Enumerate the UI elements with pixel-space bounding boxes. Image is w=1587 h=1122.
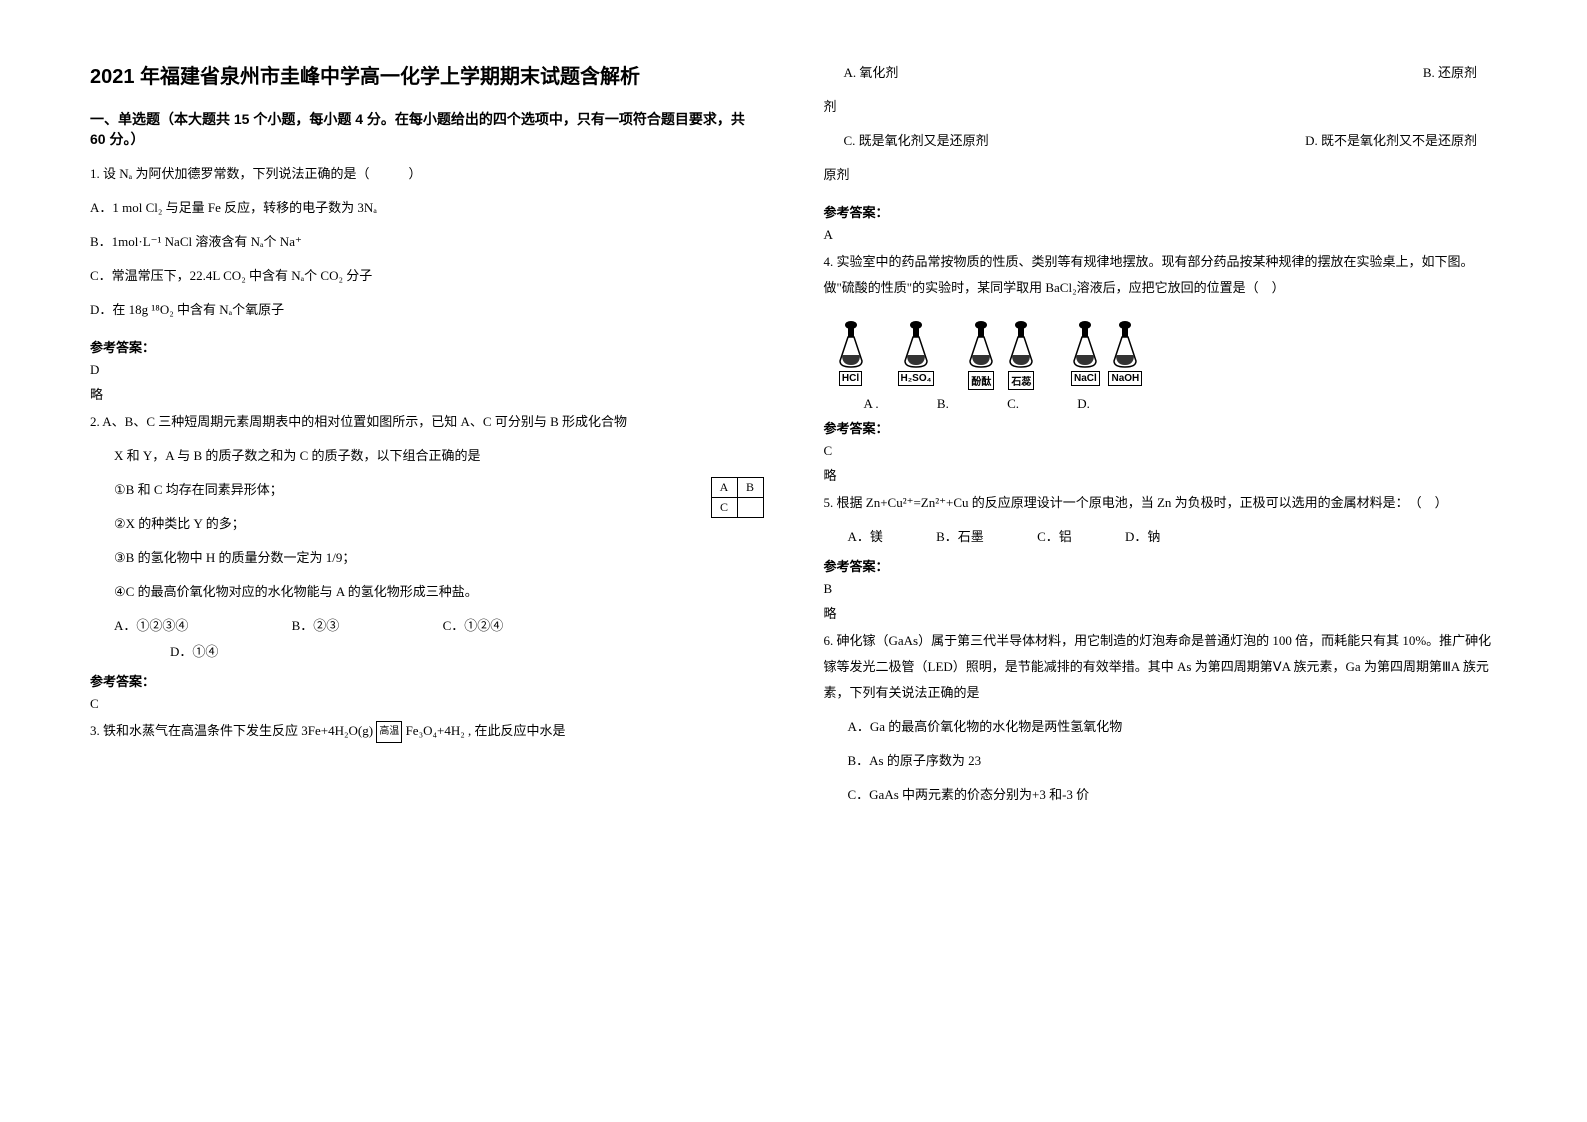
- q2-option-d: D．①④: [170, 639, 218, 665]
- q4-note: 略: [824, 465, 1498, 484]
- q3-answer-label: 参考答案：: [824, 202, 1498, 221]
- q5-options: A．镁 B．石墨 C．铝 D．钠: [824, 524, 1498, 550]
- q2-options-d: D．①④: [90, 639, 764, 665]
- bottle-label-phenol: 酚酞: [968, 371, 994, 390]
- q1-option-c: C．常温常压下，22.4L CO₂ 中含有 Nₐ个 CO₂ 分子: [90, 263, 764, 289]
- bottle-label-naoh: NaOH: [1108, 371, 1142, 386]
- q2-answer-label: 参考答案：: [90, 671, 764, 690]
- q3-stem: 3. 铁和水蒸气在高温条件下发生反应 3Fe+4H₂O(g) 高温 Fe₃O₄+…: [90, 718, 764, 744]
- bottle-phenol: 酚酞: [964, 319, 998, 390]
- q4-stem: 4. 实验室中的药品常按物质的性质、类别等有规律地摆放。现有部分药品按某种规律的…: [824, 249, 1498, 301]
- bottle-group-d: NaCl NaOH: [1068, 319, 1142, 390]
- page-container: 2021 年福建省泉州市圭峰中学高一化学上学期期末试题含解析 一、单选题（本大题…: [90, 60, 1497, 1062]
- q5-stem: 5. 根据 Zn+Cu²⁺=Zn²⁺+Cu 的反应原理设计一个原电池，当 Zn …: [824, 490, 1498, 516]
- q3-option-c: C. 既是氧化剂又是还原剂: [844, 128, 989, 154]
- q5-option-a: A．镁: [848, 524, 883, 550]
- q2-opt4: ④C 的最高价氧化物对应的水化物能与 A 的氢化物形成三种盐。: [90, 579, 764, 605]
- bottle-icon: [1108, 319, 1142, 369]
- q3-b-suffix: 剂: [824, 94, 1498, 120]
- bottle-label-h2so4: H₂SO₄: [898, 371, 935, 386]
- bottle-group-a: HCl: [834, 319, 868, 390]
- q3-stem-part2: Fe₃O₄+4H₂ , 在此反应中水是: [402, 723, 565, 738]
- q2-table-b: B: [737, 478, 763, 498]
- bottle-litmus: 石蕊: [1004, 319, 1038, 390]
- q2-answer: C: [90, 696, 764, 712]
- document-title: 2021 年福建省泉州市圭峰中学高一化学上学期期末试题含解析: [90, 60, 764, 89]
- bottle-label-litmus: 石蕊: [1008, 371, 1034, 390]
- bottle-icon: [899, 319, 933, 369]
- q4-label-a: A .: [864, 396, 879, 412]
- bottle-icon: [834, 319, 868, 369]
- q5-option-d: D．钠: [1125, 524, 1160, 550]
- q6-stem: 6. 砷化镓（GaAs）属于第三代半导体材料，用它制造的灯泡寿命是普通灯泡的 1…: [824, 628, 1498, 706]
- q1-option-b: B．1mol·L⁻¹ NaCl 溶液含有 Nₐ个 Na⁺: [90, 229, 764, 255]
- q1-answer-label: 参考答案：: [90, 337, 764, 356]
- q5-note: 略: [824, 603, 1498, 622]
- bottle-icon: [964, 319, 998, 369]
- q2-stem2: X 和 Y，A 与 B 的质子数之和为 C 的质子数，以下组合正确的是: [90, 443, 764, 469]
- q3-stem-part1: 3. 铁和水蒸气在高温条件下发生反应 3Fe+4H₂O(g): [90, 723, 376, 738]
- q4-answer: C: [824, 443, 1498, 459]
- q2-opt2: ②X 的种类比 Y 的多；: [90, 511, 764, 537]
- bottle-label-nacl: NaCl: [1071, 371, 1100, 386]
- q4-label-c: C.: [1007, 396, 1019, 412]
- q2-periodic-table: A B C: [711, 477, 764, 518]
- q4-label-d: D.: [1077, 396, 1090, 412]
- q2-option-a: A．①②③④: [114, 613, 188, 639]
- q5-answer-label: 参考答案：: [824, 556, 1498, 575]
- q5-option-b: B．石墨: [936, 524, 984, 550]
- bottle-icon: [1068, 319, 1102, 369]
- q5-answer: B: [824, 581, 1498, 597]
- q2-opt1: ①B 和 C 均存在同素异形体；: [90, 477, 764, 503]
- q2-table-a: A: [711, 478, 737, 498]
- bottle-h2so4: H₂SO₄: [898, 319, 935, 390]
- q3-option-b: B. 还原剂: [1423, 60, 1477, 86]
- q3-condition-box: 高温: [376, 721, 402, 743]
- bottle-nacl: NaCl: [1068, 319, 1102, 390]
- q4-abcd-labels: A . B. C. D.: [824, 396, 1498, 412]
- section-header: 一、单选题（本大题共 15 个小题，每小题 4 分。在每小题给出的四个选项中，只…: [90, 109, 764, 149]
- q1-option-a: A．1 mol Cl₂ 与足量 Fe 反应，转移的电子数为 3Nₐ: [90, 195, 764, 221]
- q3-options-cd: C. 既是氧化剂又是还原剂 D. 既不是氧化剂又不是还原剂: [824, 128, 1498, 154]
- bottle-group-c: 酚酞 石蕊: [964, 319, 1038, 390]
- bottle-group-b: H₂SO₄: [898, 319, 935, 390]
- q6-option-c: C．GaAs 中两元素的价态分别为+3 和-3 价: [824, 782, 1498, 808]
- right-column: A. 氧化剂 B. 还原剂 剂 C. 既是氧化剂又是还原剂 D. 既不是氧化剂又…: [824, 60, 1498, 1062]
- bottles-row: HCl H₂SO₄: [834, 319, 1498, 390]
- bottle-label-hcl: HCl: [839, 371, 862, 386]
- q3-answer: A: [824, 227, 1498, 243]
- q3-options-ab: A. 氧化剂 B. 还原剂: [824, 60, 1498, 86]
- q3-d-suffix: 原剂: [824, 162, 1498, 188]
- q1-stem: 1. 设 Nₐ 为阿伏加德罗常数，下列说法正确的是（ ）: [90, 161, 764, 187]
- q5-option-c: C．铝: [1037, 524, 1072, 550]
- q3-option-d: D. 既不是氧化剂又不是还原剂: [1305, 128, 1477, 154]
- bottle-naoh: NaOH: [1108, 319, 1142, 390]
- left-column: 2021 年福建省泉州市圭峰中学高一化学上学期期末试题含解析 一、单选题（本大题…: [90, 60, 764, 1062]
- q2-stem1: 2. A、B、C 三种短周期元素周期表中的相对位置如图所示，已知 A、C 可分别…: [90, 409, 764, 435]
- bottle-hcl: HCl: [834, 319, 868, 390]
- q1-option-d: D．在 18g ¹⁸O₂ 中含有 Nₐ个氧原子: [90, 297, 764, 323]
- q1-answer: D: [90, 362, 764, 378]
- q2-options-wrap: ①B 和 C 均存在同素异形体； A B C: [90, 477, 764, 511]
- q2-option-b: B．②③: [292, 613, 340, 639]
- q2-options-abc: A．①②③④ B．②③ C．①②④: [90, 613, 764, 639]
- q2-table-empty: [737, 498, 763, 518]
- q1-note: 略: [90, 384, 764, 403]
- q2-option-c: C．①②④: [443, 613, 504, 639]
- bottle-icon: [1004, 319, 1038, 369]
- q6-option-b: B．As 的原子序数为 23: [824, 748, 1498, 774]
- q4-answer-label: 参考答案：: [824, 418, 1498, 437]
- q4-label-b: B.: [937, 396, 949, 412]
- q2-table-c: C: [711, 498, 737, 518]
- q2-opt3: ③B 的氢化物中 H 的质量分数一定为 1/9；: [90, 545, 764, 571]
- q6-option-a: A．Ga 的最高价氧化物的水化物是两性氢氧化物: [824, 714, 1498, 740]
- q3-option-a: A. 氧化剂: [844, 60, 899, 86]
